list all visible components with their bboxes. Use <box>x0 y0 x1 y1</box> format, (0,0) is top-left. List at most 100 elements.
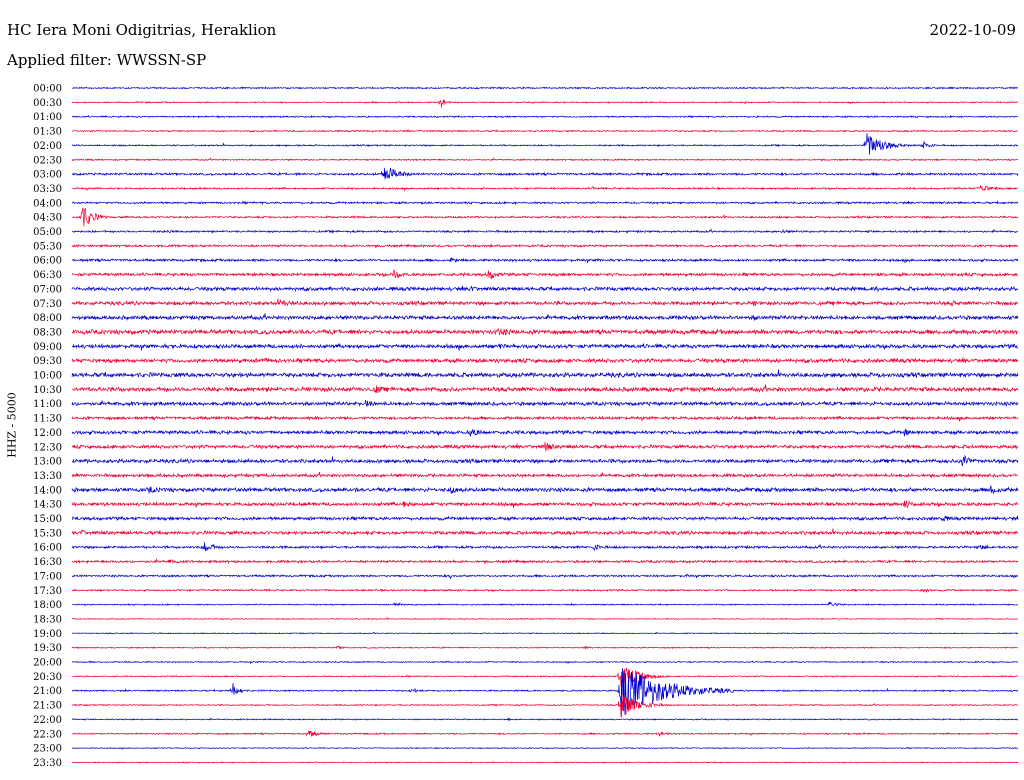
seismic-trace <box>71 185 1019 192</box>
time-tick-label: 16:00 <box>33 543 62 554</box>
seismic-trace <box>71 228 1019 234</box>
seismic-trace <box>71 485 1019 495</box>
time-tick-label: 11:00 <box>33 399 62 410</box>
seismic-trace <box>71 114 1019 119</box>
time-tick-label: 13:30 <box>33 471 62 482</box>
time-tick-label: 05:00 <box>33 227 62 238</box>
seismic-trace <box>71 369 1019 379</box>
time-tick-label: 06:30 <box>33 270 62 281</box>
time-tick-label: 08:30 <box>33 327 62 338</box>
seismic-trace <box>71 200 1019 206</box>
seismic-trace <box>71 454 1019 467</box>
time-tick-label: 16:30 <box>33 557 62 568</box>
seismic-trace <box>71 660 1019 665</box>
seismic-trace <box>71 298 1019 308</box>
seismic-trace <box>71 471 1019 479</box>
seismic-trace <box>71 667 1019 688</box>
seismic-trace <box>71 645 1019 650</box>
seismic-trace <box>71 730 1019 737</box>
time-tick-label: 17:00 <box>33 571 62 582</box>
seismic-trace <box>71 243 1019 249</box>
time-tick-label: 12:30 <box>33 442 62 453</box>
time-tick-label: 00:30 <box>33 98 62 109</box>
seismic-trace <box>71 616 1019 621</box>
seismic-trace <box>71 668 1019 715</box>
seismic-trace <box>71 694 1019 719</box>
seismic-trace <box>71 631 1019 635</box>
seismic-trace <box>71 133 1019 155</box>
date-label: 2022-10-09 <box>929 21 1016 39</box>
time-tick-label: 13:00 <box>33 457 62 468</box>
time-tick-label: 22:30 <box>33 729 62 740</box>
seismic-trace <box>71 528 1019 536</box>
time-tick-label: 05:30 <box>33 241 62 252</box>
time-tick-label: 21:30 <box>33 701 62 712</box>
seismic-trace <box>71 542 1019 552</box>
time-tick-label: 02:00 <box>33 141 62 152</box>
station-title: HC Iera Moni Odigitrias, Heraklion <box>7 21 277 39</box>
seismic-trace <box>71 760 1019 764</box>
time-tick-label: 10:00 <box>33 371 62 382</box>
time-tick-label: 01:00 <box>33 112 62 123</box>
seismic-trace <box>71 500 1019 509</box>
time-tick-label: 21:00 <box>33 686 62 697</box>
seismic-trace <box>71 717 1019 722</box>
time-tick-label: 18:00 <box>33 600 62 611</box>
time-tick-label: 04:00 <box>33 198 62 209</box>
time-tick-label: 07:30 <box>33 299 62 310</box>
seismic-trace <box>71 384 1019 394</box>
time-tick-label: 07:00 <box>33 284 62 295</box>
time-tick-label: 02:30 <box>33 155 62 166</box>
time-tick-label: 17:30 <box>33 586 62 597</box>
time-tick-label: 12:00 <box>33 428 62 439</box>
time-tick-label: 08:00 <box>33 313 62 324</box>
time-tick-label: 04:30 <box>33 213 62 224</box>
time-tick-label: 15:30 <box>33 528 62 539</box>
seismic-trace <box>71 328 1019 336</box>
time-tick-label: 20:30 <box>33 672 62 683</box>
time-tick-label: 14:30 <box>33 500 62 511</box>
time-tick-label: 01:30 <box>33 127 62 138</box>
seismic-trace <box>71 99 1018 108</box>
time-tick-label: 03:00 <box>33 170 62 181</box>
seismic-trace <box>71 357 1019 365</box>
seismic-trace <box>71 207 1019 227</box>
seismic-trace <box>71 257 1019 264</box>
time-tick-label: 09:00 <box>33 342 62 353</box>
time-tick-label: 00:00 <box>33 84 62 95</box>
time-tick-label: 20:00 <box>33 658 62 669</box>
time-tick-label: 19:30 <box>33 643 62 654</box>
seismic-trace <box>71 515 1019 522</box>
time-tick-label: 14:00 <box>33 485 62 496</box>
seismic-trace <box>71 415 1019 422</box>
time-tick-label: 10:30 <box>33 385 62 396</box>
time-tick-label: 18:30 <box>33 614 62 625</box>
seismic-trace <box>71 268 1019 279</box>
seismic-trace <box>71 157 1019 162</box>
seismic-trace <box>71 167 1019 180</box>
seismic-trace <box>71 342 1019 351</box>
seismic-trace <box>71 128 1019 133</box>
time-tick-label: 11:30 <box>33 414 62 425</box>
time-tick-label: 23:30 <box>33 758 62 769</box>
seismic-trace <box>71 441 1019 452</box>
seismic-trace <box>71 601 1019 607</box>
seismic-trace <box>71 313 1019 322</box>
seismic-trace <box>71 746 1019 751</box>
time-tick-label: 19:00 <box>33 629 62 640</box>
time-tick-label: 09:30 <box>33 356 62 367</box>
time-tick-label: 23:00 <box>33 744 62 755</box>
time-tick-label: 03:30 <box>33 184 62 195</box>
filter-label: Applied filter: WWSSN-SP <box>7 51 207 69</box>
seismic-trace <box>71 399 1019 408</box>
seismic-trace <box>71 86 1019 90</box>
time-tick-label: 22:00 <box>33 715 62 726</box>
seismic-trace <box>71 588 1019 594</box>
seismic-trace <box>71 428 1019 438</box>
seismic-trace <box>71 558 1019 565</box>
seismic-trace <box>71 573 1019 580</box>
seismic-trace <box>71 285 1019 293</box>
time-tick-label: 06:00 <box>33 256 62 267</box>
time-tick-label: 15:00 <box>33 514 62 525</box>
